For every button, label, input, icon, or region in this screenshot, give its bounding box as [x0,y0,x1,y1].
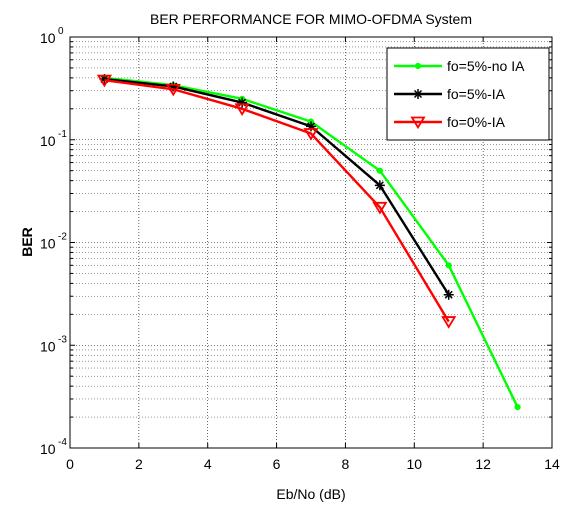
series-marker [443,289,454,300]
y-tick-label: 10 0 [40,26,64,46]
y-tick-exponent: -3 [58,334,67,345]
y-tick-label: 10 -2 [40,232,67,252]
y-tick-label: 10 -4 [40,437,67,457]
series-marker [410,116,426,130]
series-marker [303,128,319,141]
y-tick-base: 10 [40,441,56,457]
series-marker [165,83,181,97]
legend: fo=5%-no IA fo=5%-IA fo=0%-IA [386,47,550,141]
y-tick-base: 10 [40,236,56,252]
y-tick-exponent: -1 [58,129,67,140]
marker-stroke [444,290,453,299]
marker-stroke [375,181,384,190]
x-tick-label: 2 [135,456,143,472]
series-marker [413,89,423,99]
x-tick-label: 4 [204,456,212,472]
grid-layer [70,37,552,448]
y-tick-exponent: 0 [58,26,64,37]
y-tick-exponent: -4 [58,437,67,448]
series-marker [234,103,250,116]
series-fo-0-ia [96,74,457,329]
series-marker [374,180,385,191]
x-tick-label: 10 [406,456,422,472]
y-tick-label: 10 -3 [40,334,67,354]
series-line [104,78,450,323]
series-marker [445,262,452,269]
marker-stroke [413,89,423,99]
y-axis-label: BER [19,227,35,257]
y-tick-base: 10 [40,133,56,149]
y-tick-base: 10 [40,30,56,46]
series-marker [96,74,113,88]
legend-entry: fo=5%-no IA [394,58,525,74]
y-tick-exponent: -2 [58,232,67,243]
series-marker [414,62,422,70]
y-tick-label: 10 -1 [40,129,67,149]
x-tick-label: 14 [544,456,560,472]
legend-label: fo=0%-IA [447,114,506,130]
legend-label: fo=5%-IA [447,86,506,102]
chart-title: BER PERFORMANCE FOR MIMO-OFDMA System [150,11,472,27]
series-layer [96,74,521,411]
x-tick-label: 8 [342,456,350,472]
legend-entry: fo=5%-IA [394,86,506,102]
series-marker [376,167,383,174]
series-marker [441,316,457,329]
x-axis-label: Eb/No (dB) [276,486,345,502]
series-line [104,77,450,296]
x-tick-label: 12 [475,456,491,472]
series-marker [237,97,248,108]
y-tick-base: 10 [40,338,56,354]
legend-label: fo=5%-no IA [447,58,525,74]
series-marker [372,201,388,215]
legend-entry: fo=0%-IA [394,114,506,130]
series-marker [514,404,521,411]
x-tick-label: 0 [66,456,74,472]
x-tick-label: 6 [273,456,281,472]
